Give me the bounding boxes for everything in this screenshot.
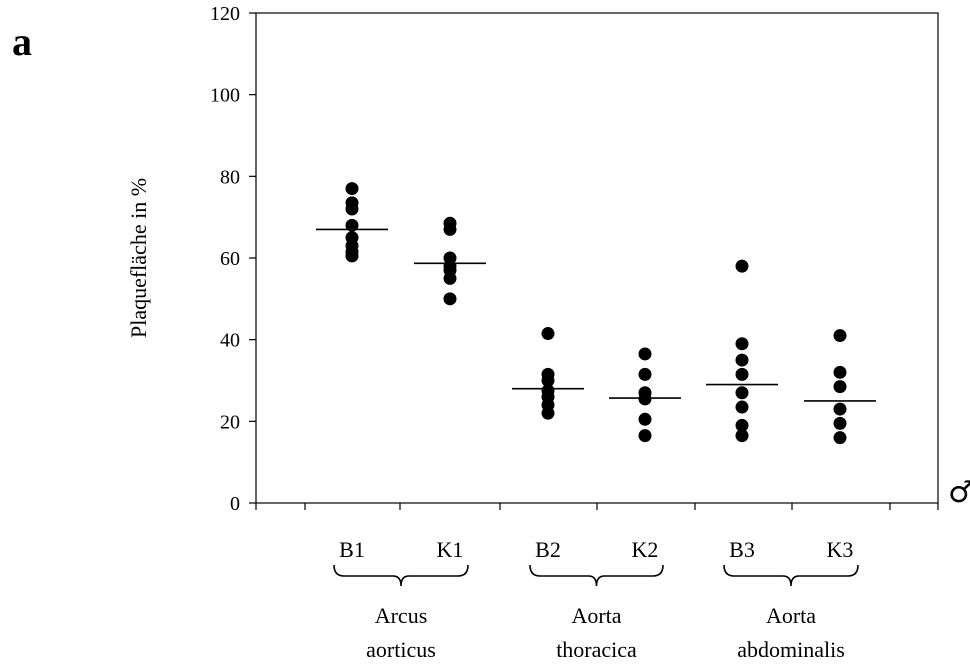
data-point xyxy=(833,402,847,416)
group-braces: B1 K1 B2 K2 B3 K3 Arcus aorticus Aorta thoracica A… xyxy=(333,537,859,662)
data-point xyxy=(541,327,555,341)
y-tick-label: 60 xyxy=(220,248,240,270)
data-point xyxy=(735,353,749,367)
axes: 0 20 40 60 80 100 120 xyxy=(210,3,939,515)
y-tick-label: 100 xyxy=(210,85,240,107)
category-label: B1 xyxy=(339,537,365,562)
data-point xyxy=(443,271,457,285)
group-label: abdominalis xyxy=(737,637,845,662)
data-point xyxy=(638,429,652,443)
data-point xyxy=(735,386,749,400)
group-label: Aorta xyxy=(766,603,816,628)
group-label: aorticus xyxy=(366,637,436,662)
data-point xyxy=(833,431,847,445)
group-brace xyxy=(333,564,469,587)
data-point xyxy=(735,400,749,414)
data-point xyxy=(345,202,359,216)
group-brace xyxy=(723,564,859,587)
category-label: B3 xyxy=(729,537,755,562)
y-tick-label: 120 xyxy=(210,3,240,25)
data-point xyxy=(345,218,359,232)
male-symbol: ♂ xyxy=(948,475,970,510)
data-point xyxy=(735,337,749,351)
plot-marks xyxy=(316,182,876,445)
data-point xyxy=(541,406,555,420)
data-point xyxy=(833,329,847,343)
data-point xyxy=(833,380,847,394)
data-point xyxy=(541,374,555,387)
data-point xyxy=(443,222,457,236)
y-tick-label: 80 xyxy=(220,166,240,188)
data-point xyxy=(638,392,652,406)
category-label: B2 xyxy=(535,537,561,562)
data-point xyxy=(735,367,749,381)
data-point xyxy=(638,412,652,426)
group-label: Arcus xyxy=(375,603,428,628)
data-point xyxy=(638,347,652,361)
data-point xyxy=(833,365,847,379)
group-label: thoracica xyxy=(556,637,637,662)
panel-label: a xyxy=(12,19,32,64)
data-point xyxy=(735,259,749,273)
category-label: K2 xyxy=(632,537,659,562)
y-tick-label: 0 xyxy=(230,493,240,515)
category-label: K3 xyxy=(827,537,854,562)
data-point xyxy=(443,292,457,306)
y-axis-label: Plaquefläche in % xyxy=(126,178,151,338)
y-tick-label: 40 xyxy=(220,330,240,352)
group-brace xyxy=(529,564,664,587)
data-point xyxy=(638,367,652,381)
y-tick-label: 20 xyxy=(220,411,240,433)
plot-frame xyxy=(255,12,939,504)
group-label: Aorta xyxy=(571,603,621,628)
data-point xyxy=(735,429,749,443)
data-point xyxy=(833,416,847,430)
data-point xyxy=(345,249,359,263)
data-point xyxy=(345,182,359,196)
data-point xyxy=(735,418,749,432)
category-label: K1 xyxy=(437,537,464,562)
